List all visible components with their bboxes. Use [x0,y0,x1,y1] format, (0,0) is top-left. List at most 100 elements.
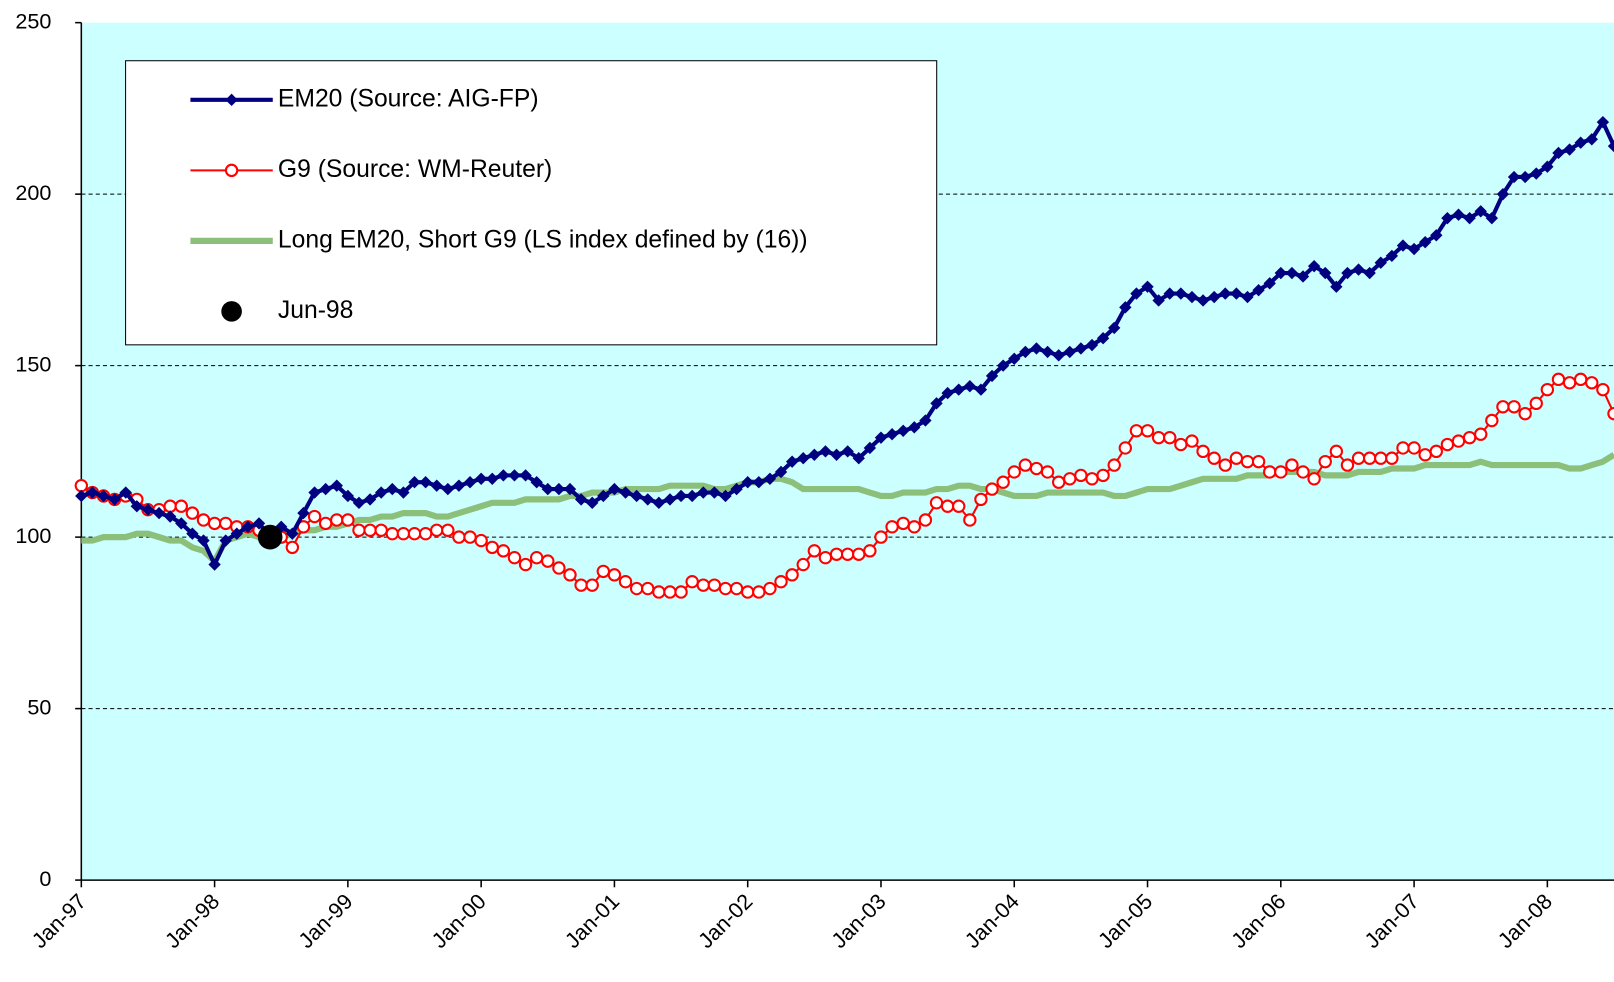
x-tick-label: Jan-03 [826,889,890,953]
legend: EM20 (Source: AIG-FP) G9 (Source: WM-Reut… [125,60,938,346]
diamond-marker [497,469,510,482]
circle-marker [718,581,733,596]
diamond-marker [1163,287,1176,300]
diamond-marker [297,506,310,520]
diamond-marker [1352,263,1365,276]
diamond-marker [919,414,932,427]
circle-marker [607,568,622,582]
diamond-marker [530,476,543,489]
circle-marker [985,482,999,496]
diamond-marker [785,455,799,468]
legend-label: G9 (Source: WM-Reuter) [278,156,552,183]
diamond-marker [463,476,477,489]
diamond-marker [930,397,943,410]
circle-marker [330,513,344,527]
legend-label: Jun-98 [278,297,354,324]
x-tick-label: Jan-05 [1093,889,1157,953]
diamond-marker [1596,115,1610,129]
circle-marker [529,551,544,565]
y-tick-label: 100 [15,523,51,548]
diamond-marker [430,479,443,492]
diamond-marker [586,496,599,509]
series [74,372,1614,599]
diamond-marker [1396,239,1410,252]
diamond-marker [1485,211,1499,225]
series [257,524,283,550]
diamond-marker [519,469,532,482]
diamond-marker [619,486,632,499]
diamond-marker [1530,167,1543,180]
circle-marker [1196,444,1210,459]
x-tick-label: Jan-98 [160,889,224,953]
diamond-marker [897,424,910,437]
circle-marker [1596,382,1610,397]
circle-marker [574,578,588,592]
diamond-marker [319,482,332,496]
diamond-marker [685,489,699,503]
diamond-marker [1474,205,1487,218]
circle-marker [863,544,877,558]
diamond-marker [197,534,210,547]
x-tick-label: Jan-97 [27,889,91,953]
diamond-marker [952,383,965,396]
circle-marker [618,575,633,589]
series [81,452,1614,565]
x-tick-label: Jan-01 [560,889,624,953]
circle-marker [485,540,499,555]
diamond-marker [130,500,144,513]
diamond-marker [541,482,554,496]
diamond-marker [652,496,666,509]
diamond-marker [108,493,121,506]
legend-box [125,60,938,346]
diamond-marker [1374,256,1387,269]
diamond-marker [452,479,466,492]
y-tick-label: 50 [27,694,51,719]
circle-marker [1451,434,1466,448]
circle-marker [1329,444,1344,459]
circle-marker [1540,382,1555,397]
circle-marker [1340,458,1355,472]
highlight-dot [257,524,283,550]
circle-marker [1585,376,1599,390]
circle-marker [341,513,355,527]
diamond-marker [375,486,388,499]
diamond-marker [119,486,132,499]
diamond-marker [841,445,854,458]
circle-marker [507,551,522,565]
circle-marker [629,581,644,596]
x-tick-label: Jan-07 [1359,889,1423,953]
circle-marker [463,530,477,544]
diamond-marker [1385,249,1399,263]
circle-marker [474,533,488,548]
circle-marker [1140,424,1155,438]
diamond-marker [175,517,188,530]
circle-marker [1040,465,1055,479]
circle-marker [1274,465,1288,479]
diamond-marker [97,489,110,503]
diamond-marker [1585,133,1598,146]
diamond-marker [86,486,99,499]
circle-marker [1485,413,1499,428]
circle-marker [652,585,666,599]
diamond-marker [1430,229,1443,242]
circle-marker [1573,372,1588,387]
circle-marker [707,578,722,592]
diamond-marker [985,369,999,383]
diamond-marker [1241,290,1254,304]
diamond-marker [885,428,899,441]
diamond-marker [75,489,88,503]
diamond-marker [1574,136,1587,149]
circle-marker [1163,430,1177,445]
diamond-marker [641,493,654,506]
x-tick-label: Jan-99 [293,889,357,953]
diamond-marker [1452,208,1465,221]
diamond-marker [1296,270,1310,283]
diamond-marker [752,476,765,489]
diamond-marker [908,421,921,434]
circle-marker [1385,451,1399,465]
diamond-marker [1207,290,1221,304]
circle-marker [796,557,810,572]
diamond-marker [1463,211,1476,225]
circle-marker [1107,458,1121,472]
